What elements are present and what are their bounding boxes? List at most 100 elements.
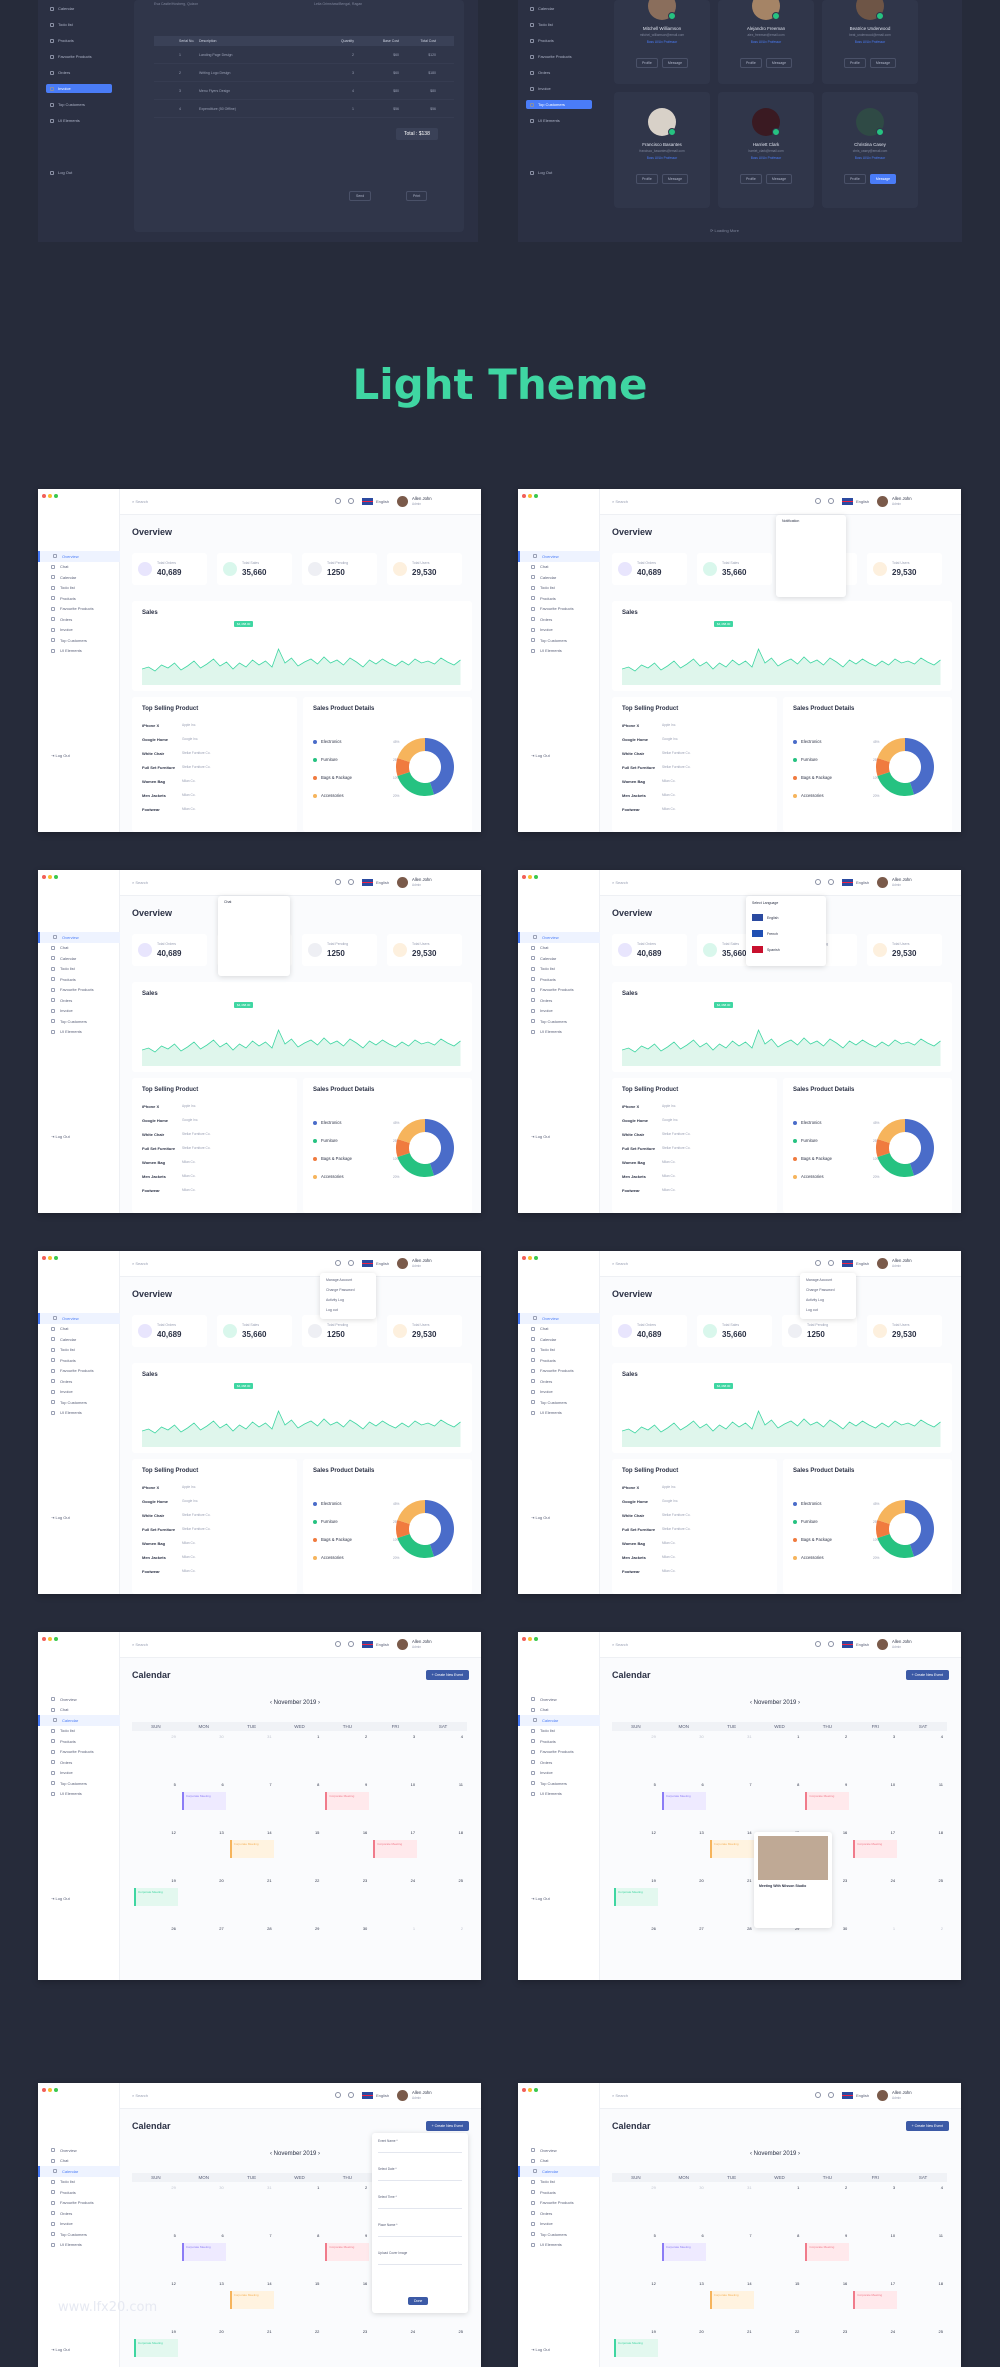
calendar-day[interactable]: 2 (365, 1734, 368, 1739)
minimize-dot[interactable] (528, 1256, 532, 1260)
calendar-day[interactable]: 5 (173, 2233, 176, 2238)
calendar-day[interactable]: 29 (171, 2185, 176, 2190)
form-input[interactable] (378, 2173, 462, 2181)
chat-icon[interactable] (348, 2092, 354, 2098)
calendar-event[interactable]: Corporate Meeting (134, 1888, 178, 1906)
calendar-day[interactable]: 28 (267, 1926, 272, 1931)
search-input[interactable]: ⌕ Search (612, 1642, 629, 1647)
chevron-right-icon[interactable]: › (796, 1700, 801, 1706)
sidebar-item-ui-elements[interactable]: UI Elements (38, 1027, 120, 1038)
calendar-day[interactable]: 6 (701, 1782, 704, 1787)
message-button[interactable]: Message (765, 174, 793, 184)
avatar[interactable] (877, 496, 888, 507)
sidebar-item-ui-elements[interactable]: UI Elements (518, 1408, 600, 1419)
calendar-day[interactable]: 1 (797, 1734, 800, 1739)
calendar-day[interactable]: 24 (410, 1878, 416, 1883)
sidebar-item-top-customers[interactable]: Top Customers (518, 2229, 600, 2240)
sidebar-item-chat[interactable]: Chat (518, 562, 600, 573)
calendar-day[interactable]: 23 (842, 2329, 848, 2334)
sidebar-item-calendar[interactable]: Calendar (518, 1334, 600, 1345)
calendar-day[interactable]: 30 (699, 2185, 704, 2190)
list-item[interactable]: White Chair (622, 1513, 645, 1518)
maximize-dot[interactable] (534, 494, 538, 498)
bell-icon[interactable] (815, 1260, 821, 1266)
minimize-dot[interactable] (48, 875, 52, 879)
dark-sidebar-item-invoice[interactable]: Invoice (46, 84, 112, 93)
calendar-event[interactable]: Corporate Meeting (229, 2291, 274, 2309)
calendar-day[interactable]: 2 (940, 1926, 943, 1931)
minimize-dot[interactable] (528, 2088, 532, 2092)
chevron-right-icon[interactable]: › (316, 2151, 321, 2157)
maximize-dot[interactable] (534, 875, 538, 879)
calendar-day[interactable]: 1 (892, 1926, 896, 1931)
list-item[interactable]: Women Bag (622, 1541, 646, 1546)
calendar-day[interactable]: 23 (842, 1878, 848, 1883)
uk-flag-icon[interactable] (842, 2092, 853, 2099)
message-button[interactable]: Message (661, 174, 689, 184)
user-name[interactable]: Allen John (412, 2090, 432, 2095)
calendar-day[interactable]: 24 (410, 2329, 416, 2334)
sidebar-item-overview[interactable]: Overview (38, 1313, 120, 1324)
minimize-dot[interactable] (528, 875, 532, 879)
list-item[interactable]: Google Home (622, 737, 649, 742)
maximize-dot[interactable] (54, 1637, 58, 1641)
message-button[interactable]: Message (869, 58, 897, 68)
calendar-day[interactable]: 25 (458, 1878, 463, 1883)
calendar-day[interactable]: 22 (314, 2329, 320, 2334)
sidebar-item-products[interactable]: Products (518, 2187, 600, 2198)
dark-sidebar-item-customers[interactable]: Top Customers (526, 100, 592, 109)
maximize-dot[interactable] (54, 1256, 58, 1260)
calendar-day[interactable]: 21 (267, 1878, 272, 1883)
sidebar-item-invoice[interactable]: Invoice (518, 625, 600, 636)
calendar-day[interactable]: 29 (794, 1926, 800, 1931)
calendar-day[interactable]: 10 (410, 1782, 416, 1787)
calendar-day[interactable]: 4 (940, 1734, 943, 1739)
uk-flag-icon[interactable] (362, 1641, 373, 1648)
minimize-dot[interactable] (48, 1256, 52, 1260)
calendar-day[interactable]: 24 (890, 1878, 896, 1883)
uk-flag-icon[interactable] (362, 498, 373, 505)
calendar-day[interactable]: 22 (794, 2329, 800, 2334)
minimize-dot[interactable] (528, 1637, 532, 1641)
maximize-dot[interactable] (534, 1637, 538, 1641)
search-input[interactable]: ⌕ Search (132, 1642, 149, 1647)
sidebar-item-favourite-products[interactable]: Favourite Products (38, 1747, 120, 1758)
sidebar-item-products[interactable]: Products (518, 1355, 600, 1366)
calendar-day[interactable]: 15 (314, 1830, 320, 1835)
calendar-event[interactable]: Corporate Meeting (373, 1840, 418, 1858)
calendar-day[interactable]: 16 (842, 2281, 848, 2286)
search-input[interactable]: ⌕ Search (612, 1261, 629, 1266)
list-item[interactable]: Footwear (622, 1188, 640, 1193)
calendar-day[interactable]: 11 (938, 1782, 943, 1787)
close-dot[interactable] (522, 2088, 526, 2092)
list-item[interactable]: iPhone X (622, 1485, 640, 1490)
sidebar-item-todo-list[interactable]: Todo list (38, 2177, 120, 2188)
calendar-event[interactable]: Corporate Meeting (709, 2291, 754, 2309)
message-button[interactable]: Message (765, 58, 793, 68)
search-input[interactable]: ⌕ Search (612, 499, 629, 504)
calendar-day[interactable]: 18 (938, 2281, 943, 2286)
calendar-event[interactable]: Corporate Meeting (229, 1840, 274, 1858)
dark-sidebar-item[interactable]: UI Elements (526, 116, 592, 125)
close-dot[interactable] (522, 494, 526, 498)
sidebar-item-top-customers[interactable]: Top Customers (38, 1778, 120, 1789)
list-item[interactable]: Footwear (142, 807, 160, 812)
avatar[interactable] (397, 1258, 408, 1269)
user-name[interactable]: Allen John (892, 877, 912, 882)
done-button[interactable]: Done (408, 2297, 429, 2305)
avatar[interactable] (397, 877, 408, 888)
calendar-day[interactable]: 26 (171, 1926, 176, 1931)
month-selector[interactable]: ‹ November 2019 › (750, 1700, 800, 1706)
calendar-day[interactable]: 5 (653, 1782, 656, 1787)
calendar-day[interactable]: 27 (219, 1926, 224, 1931)
calendar-event[interactable]: Corporate Meeting (614, 2339, 658, 2357)
minimize-dot[interactable] (48, 2088, 52, 2092)
chat-icon[interactable] (348, 498, 354, 504)
calendar-day[interactable]: 20 (219, 2329, 224, 2334)
logout-button[interactable]: ⇥ Log Out (531, 1896, 550, 1901)
list-item[interactable]: Footwear (622, 807, 640, 812)
sidebar-item-favourite-products[interactable]: Favourite Products (518, 1366, 600, 1377)
list-item[interactable]: Men Jackets (622, 1174, 646, 1179)
maximize-dot[interactable] (534, 2088, 538, 2092)
dark-sidebar-item[interactable]: UI Elements (46, 116, 112, 125)
